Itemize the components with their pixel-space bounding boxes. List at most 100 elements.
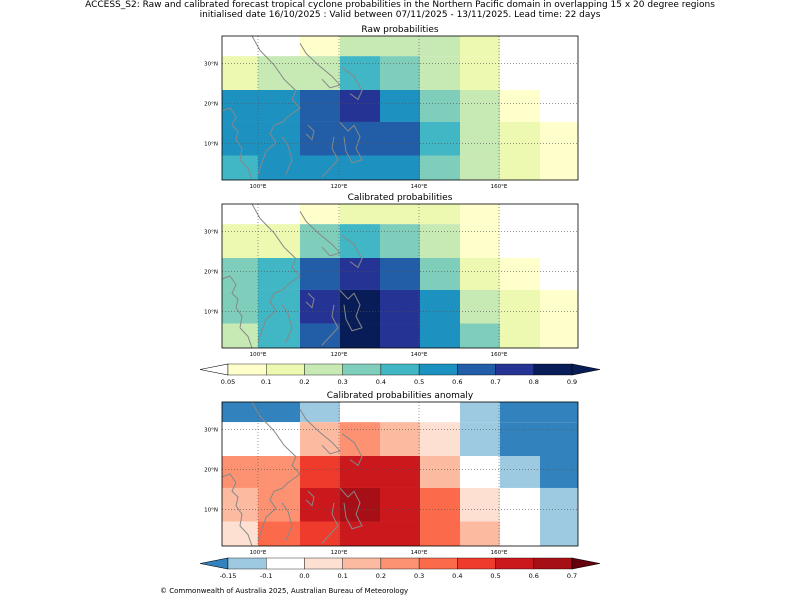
colorbar-swatch [380,363,420,376]
probability-cell [380,121,420,156]
latitude-tick-label: 30°N [204,61,218,67]
probability-cell [380,258,420,290]
probability-cell [460,487,500,522]
colorbar-tick-label: 0.3 [337,378,347,386]
probability-cell [300,224,340,258]
probability-cell [540,289,578,324]
map-frame [221,203,579,349]
probability-cell [340,155,380,180]
latitude-tick-label: 20°N [204,102,218,108]
probability-cell [258,521,300,546]
probability-cell [540,487,578,522]
colorbar-swatch [342,363,382,376]
colorbar-swatch [227,557,267,570]
colorbar-tick-label: 0.1 [261,378,271,386]
probability-cell [420,402,460,423]
probability-cell [540,422,578,456]
colorbar-swatch [380,557,420,570]
colorbar-swatch [418,557,458,570]
probability-cell [340,521,380,546]
colorbar-tick-label: -0.15 [220,572,237,580]
longitude-tick-label: 100°E [250,550,267,556]
probability-cell [420,521,460,546]
probability-cell [340,224,380,258]
latitude-tick-label: 30°N [204,229,218,235]
colorbar-swatch [266,363,305,376]
probability-cell [460,402,500,423]
probability-cell [340,289,380,324]
probability-cell [420,456,460,488]
colorbar-tick-label: 0.0 [299,572,309,580]
coastline [251,401,301,541]
latitude-tick-label: 10°N [204,507,218,513]
probability-cell [460,204,500,225]
colorbar-tick-label: 0.2 [299,378,309,386]
probability-cell [222,258,258,290]
longitude-tick-label: 160°E [491,184,508,190]
probability-cell [500,456,540,488]
colorbar-swatch [457,557,496,570]
longitude-tick-label: 160°E [491,550,508,556]
probability-cell [340,487,380,522]
probability-cell [340,422,380,456]
probability-cell [340,121,380,156]
probability-cell [300,90,340,122]
probability-cell [380,487,420,522]
colorbar-tick-label: 0.4 [376,378,386,386]
probability-cell [258,289,300,324]
probability-cell [222,456,258,488]
probability-cell [300,36,340,57]
coastline [339,290,363,332]
probability-cell [258,422,300,456]
probability-cell [420,204,460,225]
probability-cell [420,422,460,456]
probability-cell [500,521,540,546]
probability-cell [300,456,340,488]
probability-cell [340,36,380,57]
longitude-tick-label: 160°E [491,352,508,358]
probability-cell [380,456,420,488]
longitude-tick-label: 120°E [331,352,348,358]
longitude-tick-label: 100°E [250,352,267,358]
colorbar-tick-label: 0.7 [490,378,500,386]
probability-cell [420,289,460,324]
colorbar-tick-label: 0.1 [337,572,347,580]
figure-title: ACCESS_S2: Raw and calibrated forecast t… [85,0,715,10]
probability-cell [540,521,578,546]
probability-cell [380,323,420,348]
probability-cell [340,204,380,225]
colorbar-swatch [304,363,343,376]
probability-cell [460,90,500,122]
probability-cell [380,155,420,180]
probability-cell [258,456,300,488]
coastline [281,304,293,343]
colorbar-tick-label: 0.6 [452,378,462,386]
colorbar-tick-label: 0.4 [452,572,462,580]
colorbar-swatch [266,557,305,570]
coastline [281,502,293,541]
probability-cell [222,402,258,423]
probability-cell [540,456,578,488]
probability-cell [258,155,300,180]
coastline [321,304,339,346]
probability-cell [380,422,420,456]
longitude-tick-label: 100°E [250,184,267,190]
colorbar-swatch [418,363,458,376]
probability-cell [300,422,340,456]
probability-cell [300,521,340,546]
probability-cell [460,36,500,57]
probability-cell [500,422,540,456]
coastline [339,488,363,530]
probability-colorbar: 0.05 0.1 0.2 0.3 0.4 0.5 0.6 0.7 0.8 0.9 [199,363,601,386]
colorbar-tick-label: 0.3 [414,572,424,580]
probability-cell [380,56,420,90]
colorbar-over-extend [571,363,601,376]
coastline [305,292,315,309]
probability-cell [380,90,420,122]
colorbar-swatch [304,557,343,570]
coastline [221,107,253,181]
colorbar-swatch [533,363,573,376]
coastline [321,502,339,544]
coastline [251,203,301,343]
